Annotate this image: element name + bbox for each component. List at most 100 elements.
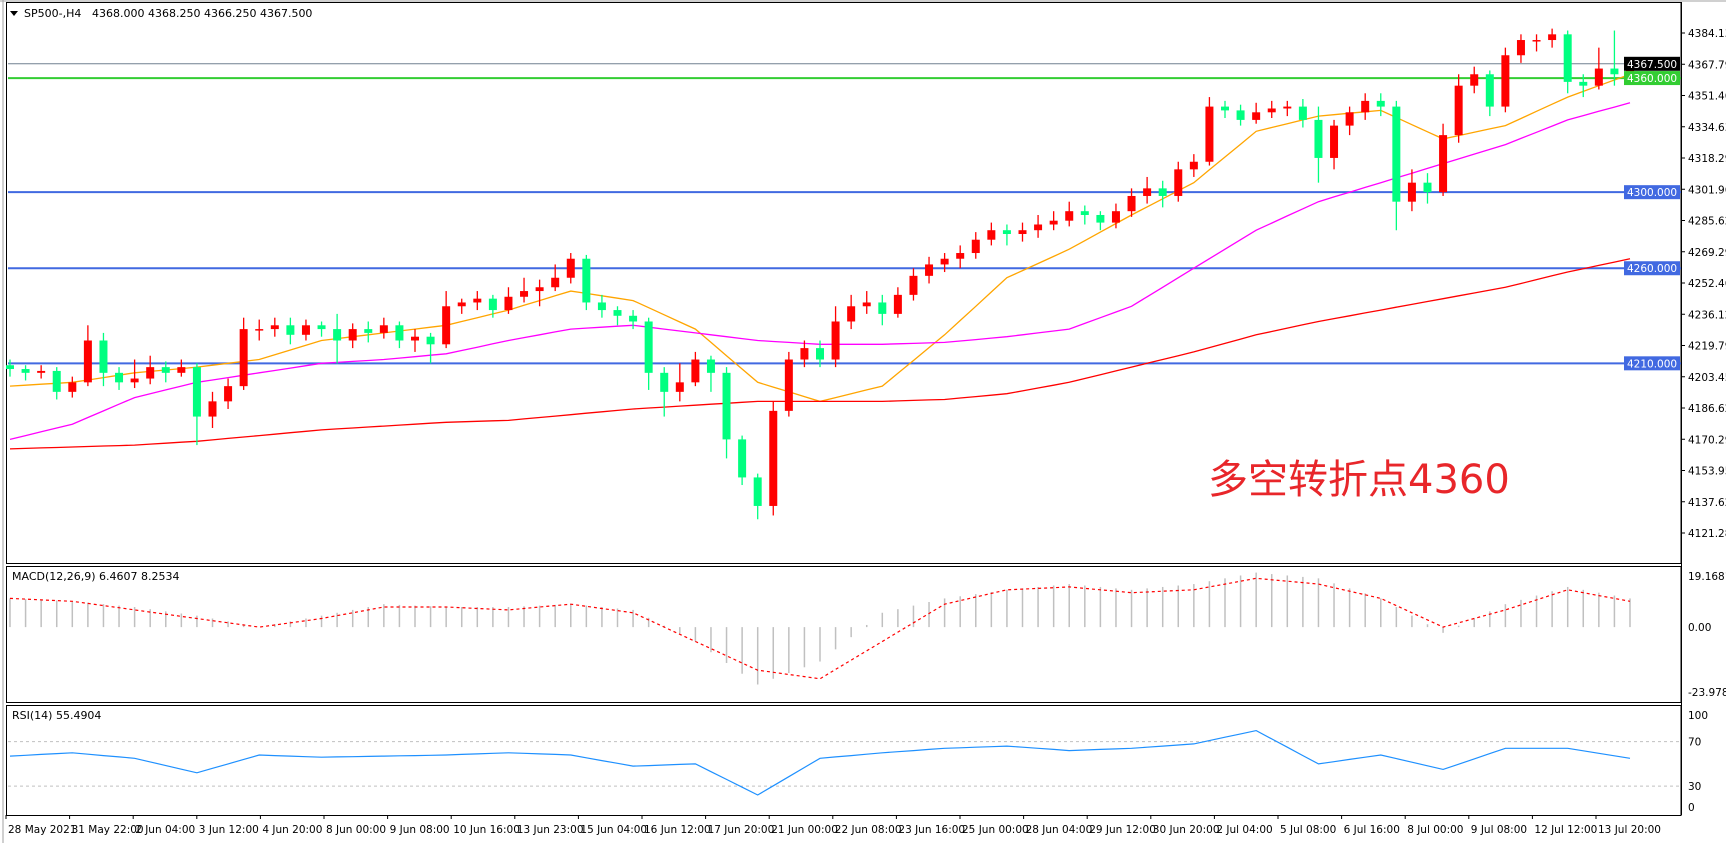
candle[interactable] bbox=[1252, 102, 1261, 124]
candle[interactable] bbox=[333, 313, 342, 364]
candle[interactable] bbox=[909, 268, 918, 301]
macd-panel[interactable] bbox=[9, 572, 1631, 685]
candle[interactable] bbox=[706, 355, 715, 392]
candle[interactable] bbox=[1330, 119, 1339, 170]
candle[interactable] bbox=[1314, 106, 1323, 183]
candle[interactable] bbox=[1158, 180, 1167, 208]
candle[interactable] bbox=[1376, 93, 1385, 117]
candle[interactable] bbox=[146, 355, 155, 385]
candle[interactable] bbox=[1532, 34, 1541, 52]
candle[interactable] bbox=[1470, 66, 1479, 94]
candle[interactable] bbox=[675, 363, 684, 402]
candle[interactable] bbox=[520, 277, 529, 303]
price-panel[interactable] bbox=[6, 28, 1681, 520]
candle[interactable] bbox=[1236, 104, 1245, 126]
candle[interactable] bbox=[1407, 169, 1416, 212]
candle[interactable] bbox=[862, 291, 871, 314]
candle[interactable] bbox=[37, 365, 46, 379]
candle[interactable] bbox=[52, 367, 61, 400]
candle[interactable] bbox=[364, 321, 373, 343]
candle[interactable] bbox=[644, 317, 653, 390]
collapse-triangle-icon[interactable] bbox=[10, 11, 18, 16]
candle[interactable] bbox=[1221, 100, 1229, 119]
candle[interactable] bbox=[301, 319, 310, 341]
candle[interactable] bbox=[1127, 188, 1136, 217]
candle[interactable] bbox=[1423, 173, 1432, 204]
candle[interactable] bbox=[1002, 224, 1011, 246]
candle[interactable] bbox=[753, 473, 762, 520]
candle[interactable] bbox=[224, 378, 233, 409]
candle[interactable] bbox=[411, 329, 419, 352]
candle[interactable] bbox=[395, 321, 404, 349]
candle[interactable] bbox=[442, 291, 451, 349]
candle[interactable] bbox=[1516, 34, 1525, 63]
candle[interactable] bbox=[1065, 201, 1074, 227]
candle[interactable] bbox=[1361, 93, 1370, 120]
candle[interactable] bbox=[177, 359, 186, 377]
candle[interactable] bbox=[317, 321, 326, 337]
candle[interactable] bbox=[1034, 214, 1043, 238]
candle[interactable] bbox=[1267, 100, 1276, 119]
candle[interactable] bbox=[738, 435, 747, 486]
candle[interactable] bbox=[831, 306, 840, 368]
candle[interactable] bbox=[1501, 47, 1510, 113]
candle[interactable] bbox=[1018, 222, 1027, 242]
candle[interactable] bbox=[1111, 203, 1120, 229]
rsi-panel[interactable] bbox=[8, 729, 1681, 796]
candle[interactable] bbox=[800, 340, 809, 368]
candle[interactable] bbox=[722, 367, 731, 459]
candle[interactable] bbox=[1548, 28, 1557, 48]
candle[interactable] bbox=[1345, 106, 1354, 136]
candle[interactable] bbox=[348, 323, 357, 349]
candle[interactable] bbox=[847, 294, 856, 330]
candle[interactable] bbox=[1485, 70, 1494, 117]
candle[interactable] bbox=[130, 359, 139, 389]
candle[interactable] bbox=[691, 351, 700, 387]
candle[interactable] bbox=[6, 359, 14, 377]
candle[interactable] bbox=[457, 298, 466, 314]
candle[interactable] bbox=[987, 222, 996, 246]
candle[interactable] bbox=[21, 365, 30, 381]
candle[interactable] bbox=[1143, 176, 1152, 204]
candle[interactable] bbox=[893, 287, 902, 318]
candle[interactable] bbox=[956, 245, 965, 269]
candle[interactable] bbox=[816, 340, 824, 368]
candle[interactable] bbox=[1049, 211, 1058, 231]
candle[interactable] bbox=[769, 401, 778, 516]
candle[interactable] bbox=[925, 256, 934, 284]
candle[interactable] bbox=[504, 287, 513, 314]
candle[interactable] bbox=[488, 294, 497, 318]
candle[interactable] bbox=[208, 391, 217, 428]
candle[interactable] bbox=[1563, 30, 1572, 94]
candle[interactable] bbox=[426, 332, 435, 364]
candle[interactable] bbox=[1392, 100, 1401, 231]
candle[interactable] bbox=[161, 361, 170, 383]
candle[interactable] bbox=[192, 363, 201, 446]
candle[interactable] bbox=[629, 310, 638, 330]
candle[interactable] bbox=[971, 232, 980, 259]
candle[interactable] bbox=[473, 291, 482, 311]
candle[interactable] bbox=[286, 317, 295, 345]
candle[interactable] bbox=[1205, 97, 1214, 166]
candle[interactable] bbox=[597, 294, 606, 318]
candle[interactable] bbox=[1096, 211, 1105, 231]
candle[interactable] bbox=[68, 376, 77, 398]
candle[interactable] bbox=[1080, 205, 1089, 225]
candle[interactable] bbox=[270, 317, 279, 337]
candle[interactable] bbox=[784, 351, 793, 417]
candle[interactable] bbox=[115, 367, 124, 390]
candle[interactable] bbox=[535, 279, 544, 307]
candle[interactable] bbox=[1610, 30, 1619, 86]
candle[interactable] bbox=[878, 294, 887, 326]
candle[interactable] bbox=[613, 306, 622, 326]
candle[interactable] bbox=[1174, 161, 1183, 202]
candle[interactable] bbox=[1439, 123, 1448, 196]
candle[interactable] bbox=[1594, 47, 1603, 90]
candle[interactable] bbox=[940, 253, 949, 273]
candle[interactable] bbox=[1283, 100, 1292, 117]
candle[interactable] bbox=[239, 317, 248, 390]
candle[interactable] bbox=[379, 317, 388, 339]
candle[interactable] bbox=[551, 264, 560, 292]
candle[interactable] bbox=[99, 332, 108, 387]
